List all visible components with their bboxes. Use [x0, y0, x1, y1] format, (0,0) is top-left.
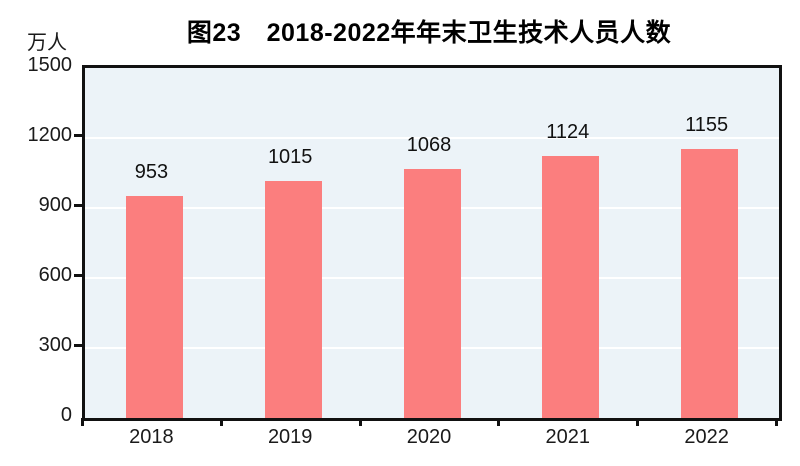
x-tick-mark: [219, 418, 223, 426]
x-category-label: 2020: [406, 426, 452, 448]
y-tick-label: 900: [38, 194, 72, 216]
x-category-label: 2022: [684, 426, 729, 448]
bar-2022: [681, 148, 739, 418]
y-tick-mark: [74, 204, 83, 207]
y-tick-label: 300: [38, 334, 72, 356]
y-tick-label: 600: [38, 264, 72, 286]
x-tick-mark: [497, 418, 501, 426]
y-tick-mark: [74, 274, 83, 277]
x-category-label: 2018: [129, 426, 174, 448]
bar-2018: [125, 195, 183, 418]
bar-2019: [264, 181, 322, 418]
bar-2021: [542, 155, 600, 418]
y-axis-unit-label: 万人: [27, 32, 67, 54]
bar-2020: [403, 168, 461, 418]
bar-value-label: 1068: [406, 133, 452, 156]
y-tick-label: 1200: [27, 124, 73, 146]
x-tick-mark: [775, 418, 778, 426]
bar-value-label: 1124: [546, 120, 590, 143]
x-category-label: 2019: [267, 426, 313, 448]
y-tick-mark: [74, 344, 83, 347]
bar-value-label: 953: [134, 160, 169, 183]
bar-value-label: 1015: [267, 146, 313, 169]
chart-title: 图23 2018-2022年年末卫生技术人员人数: [186, 19, 672, 47]
x-category-label: 2021: [545, 426, 591, 448]
x-tick-mark: [636, 418, 640, 426]
bar-value-label: 1155: [685, 113, 729, 136]
x-tick-mark: [81, 418, 84, 426]
gridline: [85, 137, 779, 139]
y-tick-mark: [74, 134, 83, 137]
y-tick-label: 0: [60, 404, 72, 426]
y-tick-label: 1500: [27, 54, 73, 76]
x-tick-mark: [358, 418, 362, 426]
plot-area: [82, 65, 782, 421]
